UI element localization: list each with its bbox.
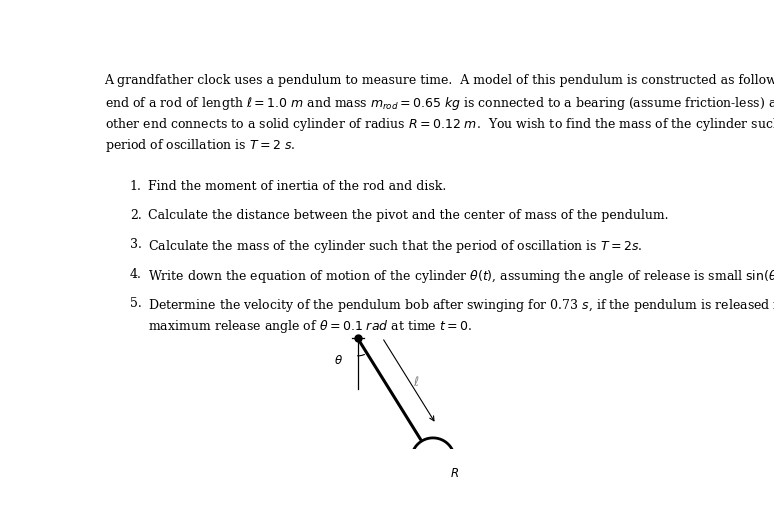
Text: 4.: 4.	[130, 267, 142, 280]
Text: A grandfather clock uses a pendulum to measure time.  A model of this pendulum i: A grandfather clock uses a pendulum to m…	[104, 74, 774, 87]
Text: Find the moment of inertia of the rod and disk.: Find the moment of inertia of the rod an…	[148, 180, 446, 192]
Text: $\theta$: $\theta$	[334, 354, 343, 367]
Text: Calculate the distance between the pivot and the center of mass of the pendulum.: Calculate the distance between the pivot…	[148, 209, 668, 222]
Text: maximum release angle of $\theta = 0.1$ $rad$ at time $t = 0$.: maximum release angle of $\theta = 0.1$ …	[148, 317, 472, 334]
Text: 1.: 1.	[130, 180, 142, 192]
Text: $\ell$: $\ell$	[413, 374, 420, 388]
Text: 5.: 5.	[130, 296, 142, 309]
Text: Determine the velocity of the pendulum bob after swinging for 0.73 $s$, if the p: Determine the velocity of the pendulum b…	[148, 296, 774, 313]
Text: Calculate the mass of the cylinder such that the period of oscillation is $T = 2: Calculate the mass of the cylinder such …	[148, 238, 642, 255]
Text: other end connects to a solid cylinder of radius $R = 0.12$ $m$.  You wish to fi: other end connects to a solid cylinder o…	[104, 116, 774, 133]
Text: 2.: 2.	[130, 209, 142, 222]
Text: Write down the equation of motion of the cylinder $\theta(t)$, assuming the angl: Write down the equation of motion of the…	[148, 267, 774, 284]
Text: end of a rod of length $\ell = 1.0$ $m$ and mass $m_{rod} = 0.65$ $kg$ is connec: end of a rod of length $\ell = 1.0$ $m$ …	[104, 95, 774, 112]
Text: $R$: $R$	[450, 467, 459, 480]
Text: period of oscillation is $T = 2$ $s$.: period of oscillation is $T = 2$ $s$.	[104, 137, 295, 154]
Text: 3.: 3.	[130, 238, 142, 251]
